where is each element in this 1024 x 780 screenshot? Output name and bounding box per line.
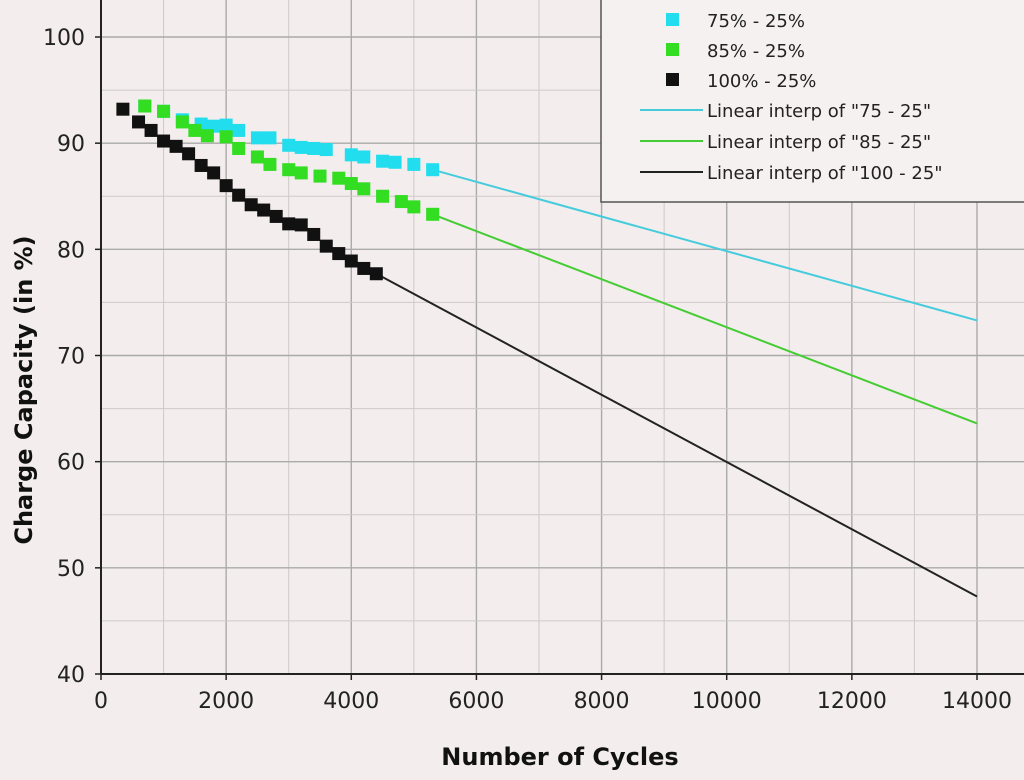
data-point-series-2 — [344, 254, 358, 268]
data-point-series-1 — [138, 99, 152, 113]
legend-label: 85% - 25% — [707, 41, 805, 62]
legend-label: 75% - 25% — [707, 11, 805, 32]
data-point-series-2 — [182, 147, 196, 161]
data-point-series-1 — [250, 150, 264, 164]
data-point-series-0 — [294, 140, 308, 154]
data-point-series-2 — [282, 217, 296, 231]
y-tick-label: 70 — [57, 345, 85, 370]
legend-label: Linear interp of "100 - 25" — [707, 163, 943, 184]
data-point-series-1 — [357, 182, 371, 196]
data-point-series-1 — [344, 177, 358, 191]
data-point-series-1 — [263, 157, 277, 171]
data-point-series-1 — [175, 115, 189, 129]
data-point-series-0 — [219, 118, 233, 132]
data-point-series-2 — [157, 134, 171, 148]
data-point-series-2 — [257, 203, 271, 217]
data-point-series-0 — [282, 138, 296, 152]
legend-label: Linear interp of "85 - 25" — [707, 132, 931, 153]
legend-label: 100% - 25% — [707, 71, 816, 92]
legend: 75% - 25% 85% - 25% 100% - 25% Linear inter… — [600, 0, 1024, 203]
interp-line-5 — [375, 272, 978, 598]
data-point-series-2 — [319, 239, 333, 253]
data-point-series-2 — [369, 267, 383, 281]
data-point-series-0 — [263, 131, 277, 145]
data-point-series-1 — [157, 104, 171, 118]
legend-marker — [666, 73, 679, 86]
data-point-series-2 — [144, 123, 158, 137]
x-tick-label: 10000 — [692, 689, 762, 714]
tick-labels: 0 2000 4000 6000 8000 10000 12000 14000 40 50 60 70… — [43, 26, 1012, 714]
data-point-series-0 — [250, 131, 264, 145]
x-tick-label: 8000 — [574, 689, 630, 714]
data-point-series-2 — [332, 247, 346, 261]
y-tick-label: 40 — [57, 663, 85, 688]
data-point-series-0 — [376, 154, 390, 168]
data-point-series-0 — [307, 141, 321, 155]
data-point-series-1 — [313, 169, 327, 183]
legend-box — [600, 0, 1024, 203]
data-point-series-0 — [426, 163, 440, 177]
data-point-series-0 — [319, 143, 333, 157]
data-point-series-1 — [426, 207, 440, 221]
x-axis-title: Number of Cycles — [441, 743, 678, 771]
data-point-series-1 — [394, 195, 408, 209]
interp-line-4 — [432, 213, 978, 425]
data-point-series-2 — [232, 188, 246, 202]
data-point-series-2 — [307, 227, 321, 241]
data-point-series-0 — [388, 155, 402, 169]
interp-lines — [375, 168, 978, 598]
data-point-series-2 — [116, 102, 130, 116]
y-tick-label: 100 — [43, 26, 85, 51]
data-point-series-2 — [244, 198, 258, 212]
x-tick-label: 0 — [94, 689, 108, 714]
y-axis-title: Charge Capacity (in %) — [10, 235, 38, 544]
data-point-series-1 — [219, 130, 233, 144]
x-tick-label: 2000 — [198, 689, 254, 714]
x-tick-label: 6000 — [448, 689, 504, 714]
y-tick-label: 50 — [57, 557, 85, 582]
data-point-series-2 — [194, 158, 208, 172]
data-point-series-2 — [132, 115, 146, 129]
legend-label: Linear interp of "75 - 25" — [707, 101, 931, 122]
data-point-series-0 — [407, 157, 421, 171]
data-point-series-2 — [294, 218, 308, 232]
x-tick-label: 14000 — [942, 689, 1012, 714]
data-point-series-2 — [357, 261, 371, 275]
data-point-series-2 — [169, 139, 183, 153]
data-point-series-2 — [269, 209, 283, 223]
data-point-series-1 — [232, 141, 246, 155]
x-tick-label: 4000 — [323, 689, 379, 714]
data-point-series-1 — [294, 166, 308, 180]
data-point-series-1 — [282, 163, 296, 177]
x-tick-label: 12000 — [817, 689, 887, 714]
data-point-series-1 — [407, 200, 421, 214]
legend-marker — [666, 43, 679, 56]
y-tick-label: 60 — [57, 451, 85, 476]
data-points — [116, 99, 440, 281]
data-point-series-1 — [200, 129, 214, 143]
data-point-series-1 — [376, 189, 390, 203]
data-point-series-2 — [219, 179, 233, 193]
data-point-series-1 — [332, 171, 346, 185]
data-point-series-0 — [344, 148, 358, 162]
y-tick-label: 90 — [57, 132, 85, 157]
data-point-series-2 — [207, 166, 221, 180]
data-point-series-0 — [232, 123, 246, 137]
interp-line-3 — [432, 168, 978, 322]
data-point-series-1 — [188, 123, 202, 137]
data-point-series-0 — [357, 150, 371, 164]
axes — [100, 0, 1024, 675]
y-tick-label: 80 — [57, 238, 85, 263]
legend-marker — [666, 13, 679, 26]
